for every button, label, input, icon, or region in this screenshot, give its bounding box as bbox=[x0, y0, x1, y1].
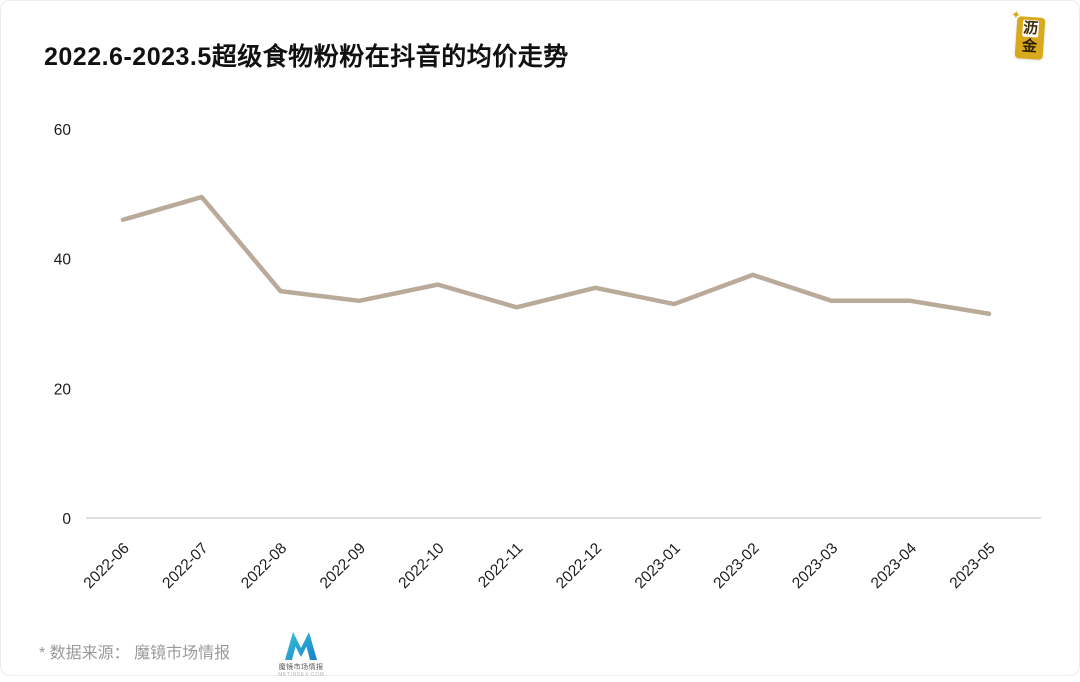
footer: * 数据来源： 魔镜市场情报 魔镜市场情报 MKTINDEX.COM bbox=[39, 629, 324, 678]
data-source-text: * 数据来源： 魔镜市场情报 bbox=[39, 645, 231, 662]
x-tick-label: 2022-10 bbox=[395, 540, 448, 593]
x-tick-label: 2022-07 bbox=[159, 540, 211, 592]
mojing-logo: 魔镜市场情报 MKTINDEX.COM bbox=[278, 629, 324, 678]
y-tick-label: 60 bbox=[54, 122, 72, 139]
x-tick-label: 2023-03 bbox=[789, 540, 841, 592]
x-tick-label: 2023-02 bbox=[710, 540, 762, 592]
mojing-m-icon bbox=[285, 632, 318, 660]
x-tick-label: 2022-08 bbox=[238, 540, 290, 592]
x-tick-label: 2023-01 bbox=[632, 540, 684, 592]
mojing-logo-subtext: MKTINDEX.COM bbox=[278, 672, 325, 678]
x-tick-label: 2022-12 bbox=[553, 540, 605, 592]
x-tick-label: 2022-09 bbox=[317, 540, 369, 592]
x-tick-label: 2022-06 bbox=[81, 540, 133, 592]
x-tick-label: 2022-11 bbox=[475, 540, 526, 591]
mojing-logo-name: 魔镜市场情报 bbox=[278, 664, 324, 671]
y-tick-label: 40 bbox=[54, 252, 72, 269]
page-title: 2022.6-2023.5超级食物粉粉在抖音的均价走势 bbox=[44, 43, 569, 71]
y-tick-label: 0 bbox=[62, 511, 71, 528]
y-tick-label: 20 bbox=[54, 381, 72, 398]
x-tick-label: 2023-05 bbox=[947, 540, 999, 592]
price-line-series bbox=[120, 194, 992, 317]
x-tick-label: 2023-04 bbox=[868, 540, 921, 593]
